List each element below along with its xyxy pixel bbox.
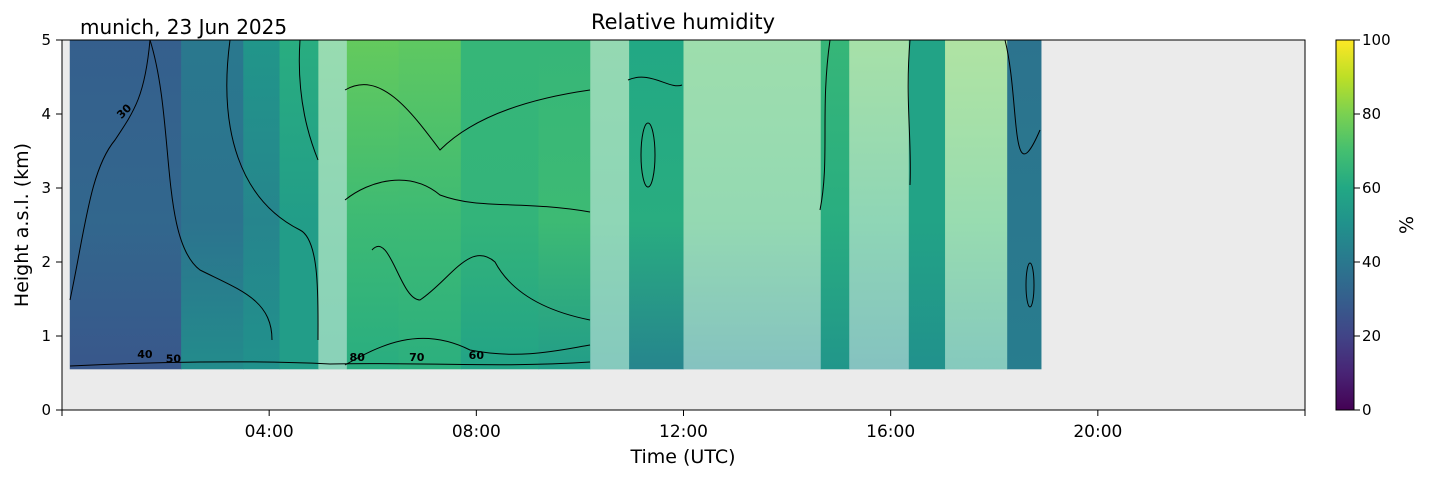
contour-line-60-b [371, 246, 591, 321]
heatmap-block [346, 40, 400, 370]
colorbar-tick-label: 100 [1362, 31, 1391, 49]
contour-label: 70 [409, 351, 425, 364]
x-tick-label: 16:00 [866, 422, 915, 442]
heatmap-block [398, 40, 462, 370]
y-axis-ticks: 0 1 2 3 4 5 [41, 31, 62, 419]
heatmap-block-overlay [849, 40, 910, 370]
colorbar-ticks: 0 20 40 60 80 100 [1354, 31, 1391, 419]
contour-line-70-a [344, 84, 591, 151]
heatmap-block-overlay [945, 40, 1008, 370]
y-tick-label: 4 [41, 105, 51, 123]
y-tick-label: 1 [41, 327, 51, 345]
y-tick-label: 0 [41, 401, 51, 419]
heatmap-block [538, 40, 591, 370]
x-tick-label: 12:00 [659, 422, 708, 442]
colorbar-tick-label: 80 [1362, 105, 1381, 123]
colorbar-tick-label: 60 [1362, 179, 1381, 197]
contour-lines [69, 39, 1041, 367]
contour-line-bottom [69, 361, 591, 367]
x-tick-label: 08:00 [452, 422, 501, 442]
heatmap-block-overlay [318, 40, 348, 370]
contour-line-60-c [344, 337, 591, 366]
heatmap-block [945, 40, 1008, 370]
colorbar-tick-label: 0 [1362, 401, 1372, 419]
contour-line-50 [226, 39, 319, 341]
colorbar-tick-label: 20 [1362, 327, 1381, 345]
heatmap-block [243, 40, 281, 370]
contour-line-40-b [1004, 39, 1041, 155]
x-axis-label: Time (UTC) [629, 446, 735, 468]
y-tick-label: 5 [41, 31, 51, 49]
humidity-heatmap [69, 40, 1042, 370]
contour-label: 80 [350, 351, 366, 364]
y-tick-label: 3 [41, 179, 51, 197]
heatmap-block [683, 40, 822, 370]
chart-title: Relative humidity [591, 10, 775, 34]
heatmap-block [590, 40, 630, 370]
heatmap-block [318, 40, 348, 370]
colorbar-tick-label: 40 [1362, 253, 1381, 271]
heatmap-block-overlay [683, 40, 822, 370]
y-tick-label: 2 [41, 253, 51, 271]
contour-line-closed-a [640, 122, 656, 188]
colorbar-label: % [1396, 216, 1418, 234]
x-tick-label: 04:00 [245, 422, 294, 442]
heatmap-block [820, 40, 850, 370]
contour-line-30 [69, 39, 151, 301]
colorbar [1335, 39, 1355, 411]
contour-label: 50 [166, 353, 182, 366]
heatmap-block-overlay [590, 40, 630, 370]
x-tick-label: 20:00 [1073, 422, 1122, 442]
contour-line-70-c [627, 76, 683, 87]
heatmap-block [279, 40, 319, 370]
x-axis-ticks: 04:00 08:00 12:00 16:00 20:00 [61, 410, 1306, 442]
contour-line-40 [149, 39, 273, 341]
contour-line-closed-b [1025, 262, 1035, 308]
heatmap-block [849, 40, 910, 370]
contour-line-50-b [907, 39, 911, 186]
contour-line-70-b [344, 179, 591, 213]
y-axis-label: Height a.s.l. (km) [11, 143, 33, 307]
location-date-label: munich, 23 Jun 2025 [80, 15, 287, 39]
heatmap-block [181, 40, 244, 370]
contour-label: 40 [137, 348, 153, 361]
contour-label: 60 [469, 349, 485, 362]
contour-line-60-d [819, 39, 831, 211]
heatmap-block [908, 40, 946, 370]
contour-line-60-a [298, 39, 319, 161]
heatmap-block [629, 40, 685, 370]
heatmap-block [69, 40, 182, 370]
